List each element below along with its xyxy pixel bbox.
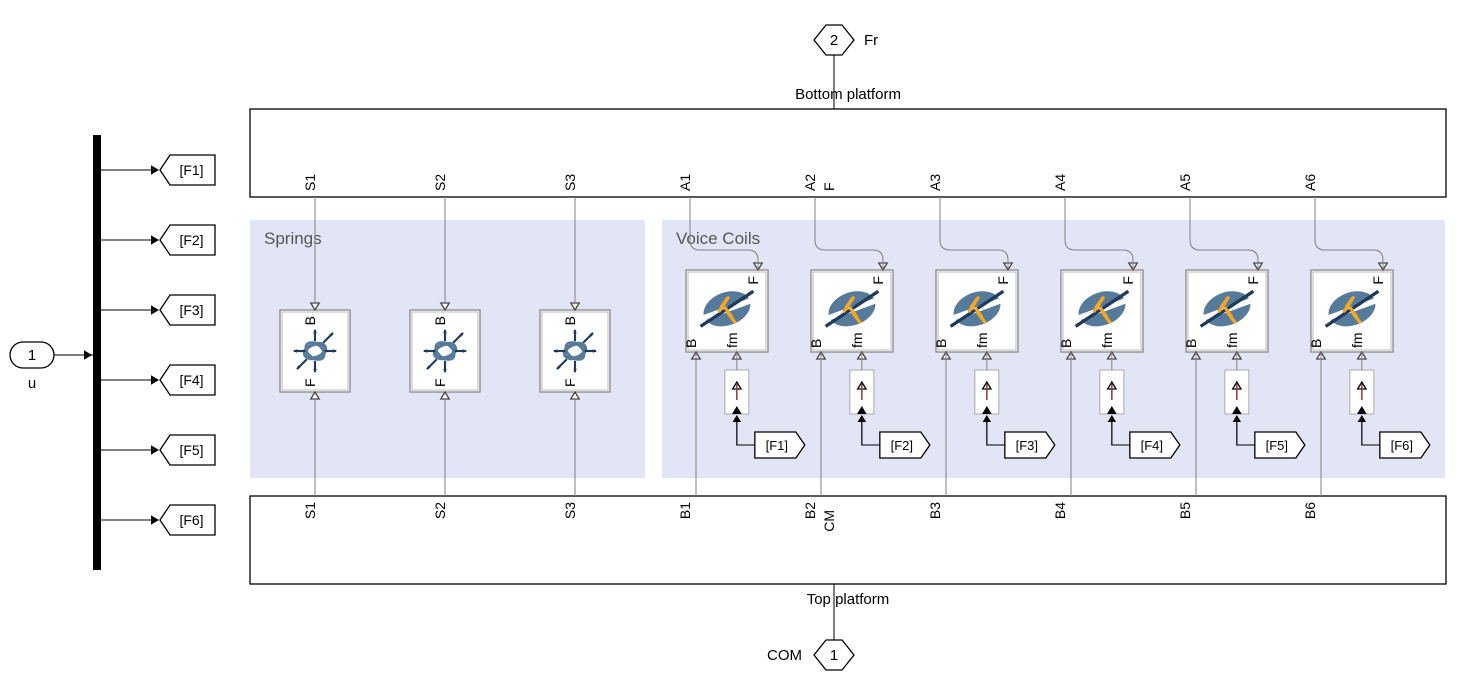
- svg-text:[F4]: [F4]: [1141, 438, 1163, 453]
- voicecoil-block: B Ffm: [933, 263, 1018, 359]
- svg-text:B: B: [1308, 339, 1324, 348]
- svg-text:fm: fm: [1099, 332, 1115, 348]
- pmc-port-fr: 2 Fr: [814, 25, 878, 55]
- svg-text:Top platform: Top platform: [807, 591, 890, 608]
- spring-block: BF: [280, 303, 350, 399]
- svg-text:CM: CM: [821, 510, 837, 532]
- input-port-u: 1u: [10, 342, 54, 392]
- pmc-port-com: 1 COM: [767, 640, 854, 670]
- svg-text:B: B: [432, 316, 448, 325]
- svg-text:S3: S3: [562, 502, 578, 519]
- svg-text:F: F: [1120, 276, 1136, 285]
- ps-converter: [725, 370, 749, 414]
- voicecoil-block: B Ffm: [1058, 263, 1143, 359]
- svg-text:Bottom platform: Bottom platform: [795, 86, 901, 103]
- svg-text:B5: B5: [1177, 502, 1193, 519]
- svg-text:[F6]: [F6]: [179, 512, 203, 528]
- svg-text:Voice Coils: Voice Coils: [676, 229, 760, 248]
- svg-text:A1: A1: [677, 174, 693, 191]
- ps-converter: [975, 370, 999, 414]
- svg-text:S3: S3: [562, 174, 578, 191]
- ps-converter: [1100, 370, 1124, 414]
- goto-tag: [F6]: [160, 505, 215, 535]
- svg-text:S2: S2: [432, 502, 448, 519]
- svg-text:[F3]: [F3]: [179, 302, 203, 318]
- svg-text:fm: fm: [724, 332, 740, 348]
- svg-text:fm: fm: [1224, 332, 1240, 348]
- svg-text:B: B: [1058, 339, 1074, 348]
- goto-tag: [F5]: [160, 435, 215, 465]
- svg-text:[F6]: [F6]: [1391, 438, 1413, 453]
- voicecoil-block: B Ffm: [1183, 263, 1268, 359]
- svg-text:B: B: [683, 339, 699, 348]
- svg-text:S2: S2: [432, 174, 448, 191]
- svg-text:A4: A4: [1052, 174, 1068, 191]
- svg-text:[F1]: [F1]: [179, 162, 203, 178]
- svg-text:[F2]: [F2]: [891, 438, 913, 453]
- svg-text:B4: B4: [1052, 502, 1068, 519]
- svg-text:u: u: [28, 375, 36, 392]
- svg-text:F: F: [302, 378, 318, 387]
- svg-text:F: F: [432, 378, 448, 387]
- svg-text:[F5]: [F5]: [179, 442, 203, 458]
- topPlatform-block: Top platform CM: [250, 496, 1446, 608]
- from-tag: [F1]: [755, 432, 805, 458]
- svg-text:[F2]: [F2]: [179, 232, 203, 248]
- goto-tag: [F3]: [160, 295, 215, 325]
- svg-text:2: 2: [830, 32, 838, 49]
- from-tag: [F3]: [1005, 432, 1055, 458]
- svg-text:B1: B1: [677, 502, 693, 519]
- svg-text:COM: COM: [767, 647, 802, 664]
- svg-text:A5: A5: [1177, 174, 1193, 191]
- svg-text:B6: B6: [1302, 502, 1318, 519]
- svg-text:[F1]: [F1]: [766, 438, 788, 453]
- svg-text:B: B: [562, 316, 578, 325]
- svg-text:F: F: [1245, 276, 1261, 285]
- ps-converter: [1350, 370, 1374, 414]
- svg-text:fm: fm: [1349, 332, 1365, 348]
- svg-text:A2: A2: [802, 174, 818, 191]
- voicecoil-block: B Ffm: [683, 263, 768, 359]
- svg-text:B: B: [302, 316, 318, 325]
- from-tag: [F2]: [880, 432, 930, 458]
- svg-text:F: F: [870, 276, 886, 285]
- svg-text:B3: B3: [927, 502, 943, 519]
- svg-text:B: B: [1183, 339, 1199, 348]
- svg-text:F: F: [995, 276, 1011, 285]
- svg-text:Fr: Fr: [864, 32, 878, 49]
- svg-text:[F5]: [F5]: [1266, 438, 1288, 453]
- ps-converter: [1225, 370, 1249, 414]
- svg-text:[F3]: [F3]: [1016, 438, 1038, 453]
- svg-text:A6: A6: [1302, 174, 1318, 191]
- from-tag: [F4]: [1130, 432, 1180, 458]
- svg-text:B2: B2: [802, 502, 818, 519]
- spring-block: BF: [540, 303, 610, 399]
- svg-text:S1: S1: [302, 502, 318, 519]
- svg-text:S1: S1: [302, 174, 318, 191]
- svg-text:fm: fm: [849, 332, 865, 348]
- goto-tag: [F1]: [160, 155, 215, 185]
- ps-converter: [850, 370, 874, 414]
- svg-text:1: 1: [830, 647, 838, 664]
- spring-block: BF: [410, 303, 480, 399]
- from-tag: [F5]: [1255, 432, 1305, 458]
- demux-bar: [93, 135, 101, 570]
- goto-tag: [F4]: [160, 365, 215, 395]
- svg-text:[F4]: [F4]: [179, 372, 203, 388]
- bottomPlatform-block: Bottom platform F: [250, 86, 1446, 197]
- svg-text:F: F: [821, 182, 837, 191]
- svg-text:F: F: [1370, 276, 1386, 285]
- svg-text:fm: fm: [974, 332, 990, 348]
- svg-text:B: B: [808, 339, 824, 348]
- from-tag: [F6]: [1380, 432, 1430, 458]
- voicecoil-block: B Ffm: [1308, 263, 1393, 359]
- svg-text:F: F: [562, 378, 578, 387]
- svg-text:A3: A3: [927, 174, 943, 191]
- svg-text:1: 1: [28, 347, 36, 364]
- voicecoil-block: B Ffm: [808, 263, 893, 359]
- svg-text:B: B: [933, 339, 949, 348]
- svg-text:F: F: [745, 276, 761, 285]
- goto-tag: [F2]: [160, 225, 215, 255]
- svg-text:Springs: Springs: [264, 229, 322, 248]
